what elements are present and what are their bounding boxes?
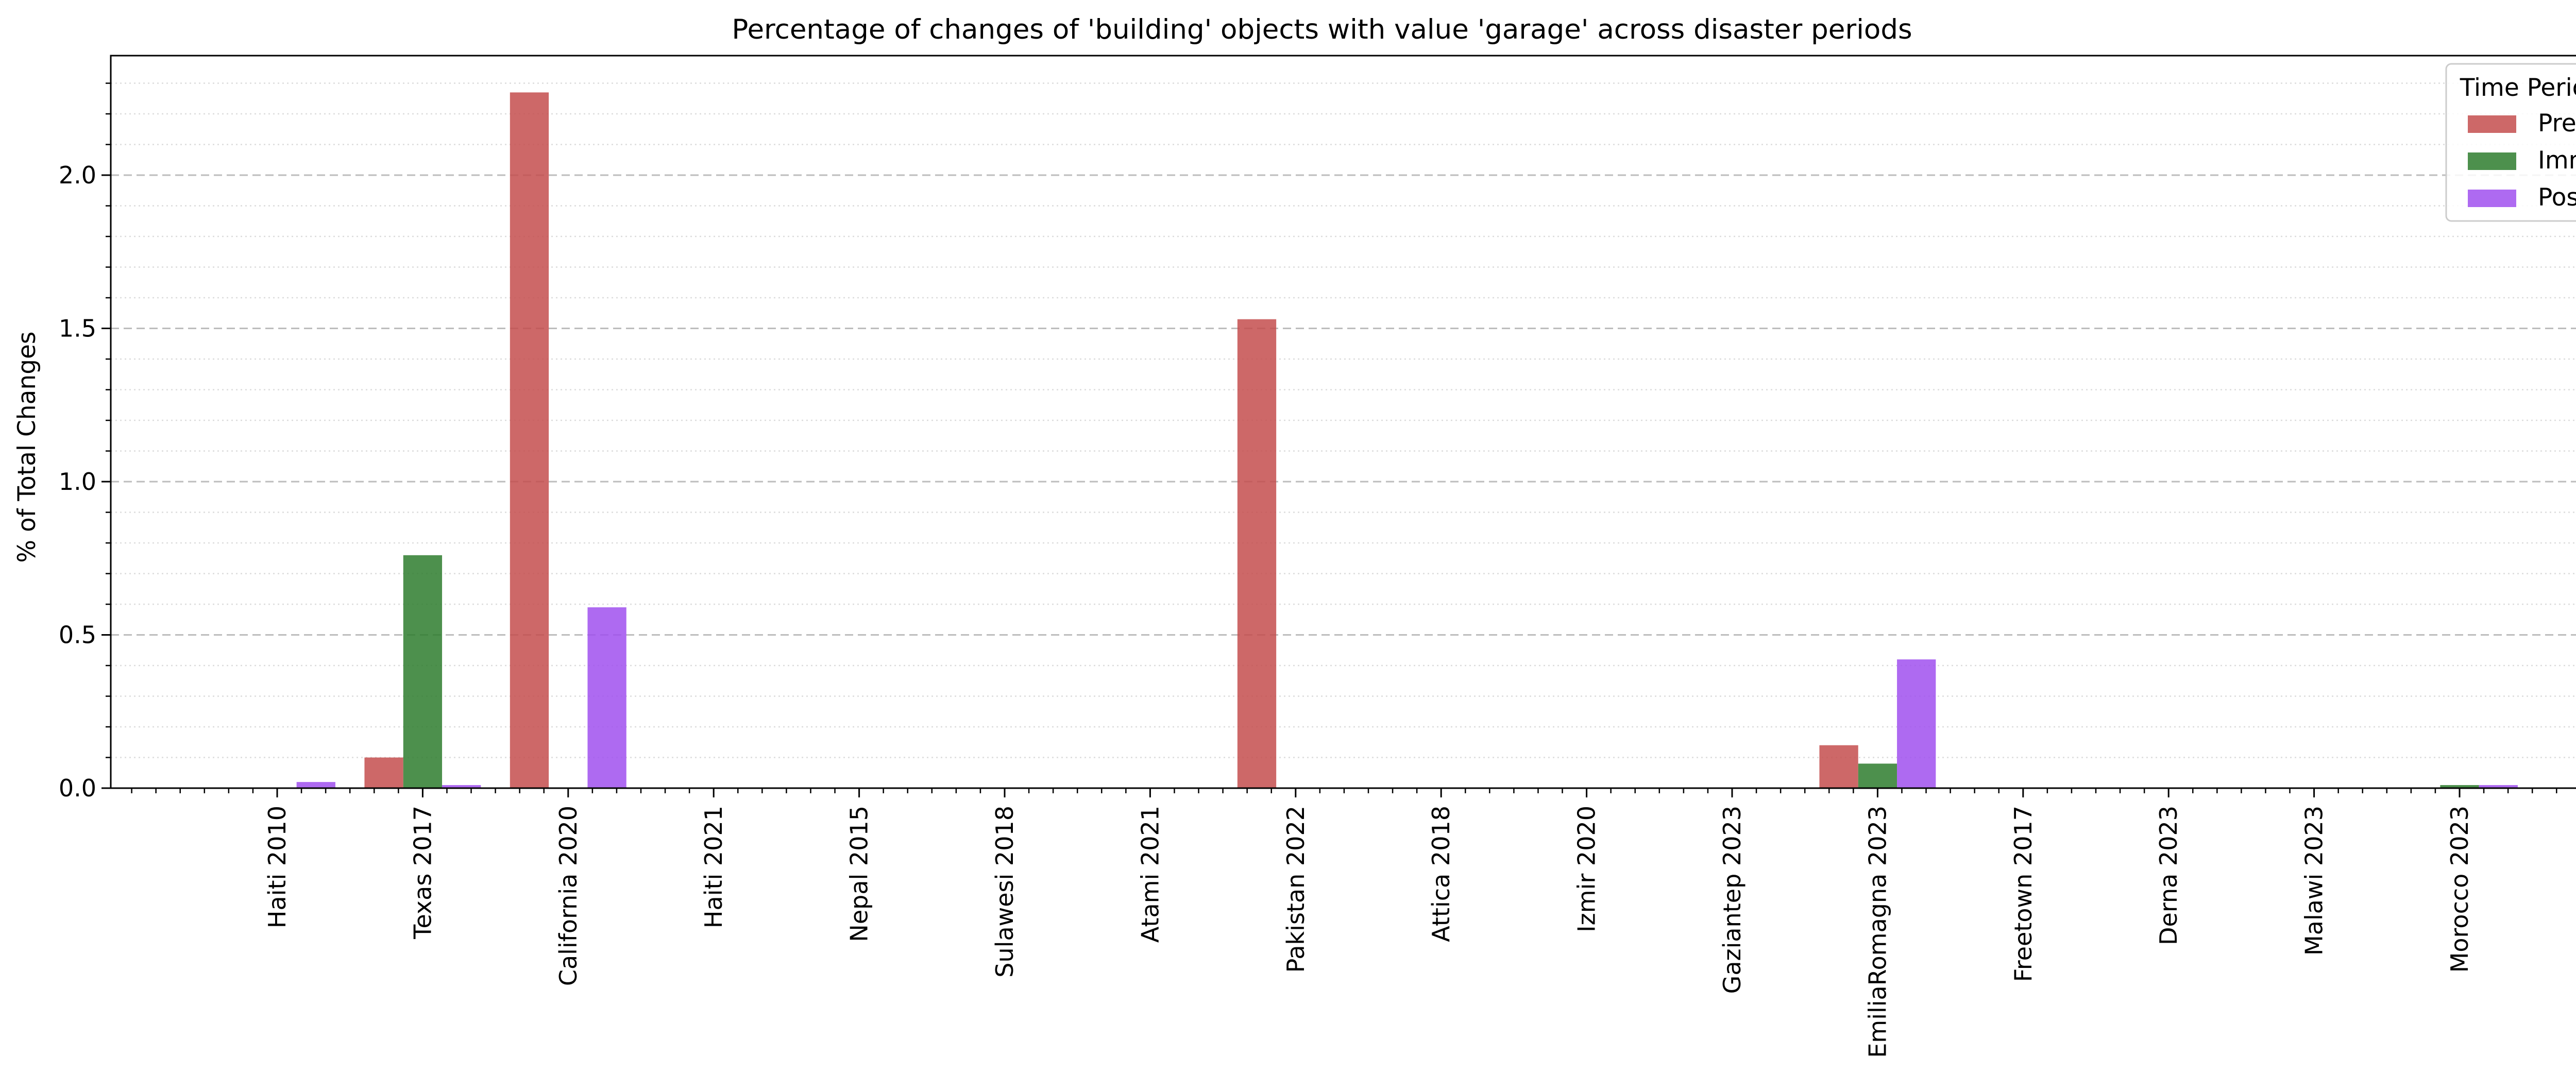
- bar-pre: [1819, 745, 1858, 788]
- legend-box: [2445, 63, 2576, 222]
- bars: [296, 92, 2518, 789]
- legend: Time Period Pre Imm Post: [2445, 63, 2576, 222]
- bar-imm: [2440, 785, 2479, 788]
- x-tick-label: Izmir 2020: [1573, 806, 1601, 932]
- bar-pre: [510, 92, 549, 789]
- x-tick-label: Morocco 2023: [2446, 806, 2473, 973]
- x-tick-label: Haiti 2010: [263, 806, 291, 928]
- x-tick-label: Atami 2021: [1136, 806, 1164, 943]
- y-tick-label: 0.0: [59, 774, 96, 802]
- legend-label-pre: Pre: [2538, 109, 2576, 138]
- bar-post: [442, 785, 481, 788]
- x-tick-label: Malawi 2023: [2300, 806, 2328, 956]
- y-axis-ticks: 0.0 0.5 1.0 1.5 2.0: [59, 82, 111, 802]
- bar-post: [1897, 659, 1936, 788]
- x-tick-label: Nepal 2015: [845, 806, 873, 942]
- x-tick-label: Sulawesi 2018: [991, 806, 1019, 978]
- x-tick-label: Pakistan 2022: [1282, 806, 1310, 973]
- x-tick-label: Attica 2018: [1427, 806, 1455, 942]
- legend-swatch-post: [2468, 190, 2516, 207]
- x-tick-label: EmiliaRomagna 2023: [1863, 806, 1891, 1058]
- x-axis-ticks: Haiti 2010 Texas 2017 California 2020 Haiti…: [131, 788, 2557, 1058]
- bar-pre: [1237, 319, 1277, 788]
- x-tick-label: Gaziantep 2023: [1718, 806, 1746, 994]
- x-tick-label: California 2020: [554, 806, 582, 986]
- legend-label-post: Post: [2538, 183, 2576, 212]
- x-tick-label: Texas 2017: [409, 806, 436, 940]
- bar-post: [2479, 785, 2518, 788]
- legend-label-imm: Imm: [2538, 146, 2576, 175]
- legend-swatch-imm: [2468, 152, 2516, 170]
- bar-imm: [403, 555, 443, 788]
- y-axis-label: % of Total Changes: [13, 332, 41, 563]
- bar-post: [296, 782, 335, 788]
- bar-pre: [364, 757, 403, 788]
- bar-post: [587, 607, 626, 788]
- x-tick-label: Freetown 2017: [2009, 806, 2037, 982]
- legend-title: Time Period: [2460, 74, 2576, 102]
- bar-imm: [1858, 763, 1897, 788]
- y-tick-label: 1.0: [59, 468, 96, 496]
- y-tick-label: 2.0: [59, 161, 96, 189]
- y-tick-label: 1.5: [59, 315, 96, 343]
- x-tick-label: Derna 2023: [2155, 806, 2182, 945]
- legend-swatch-pre: [2468, 115, 2516, 133]
- y-tick-label: 0.5: [59, 621, 96, 649]
- chart-title: Percentage of changes of 'building' obje…: [732, 14, 1912, 45]
- x-tick-label: Haiti 2021: [700, 806, 727, 928]
